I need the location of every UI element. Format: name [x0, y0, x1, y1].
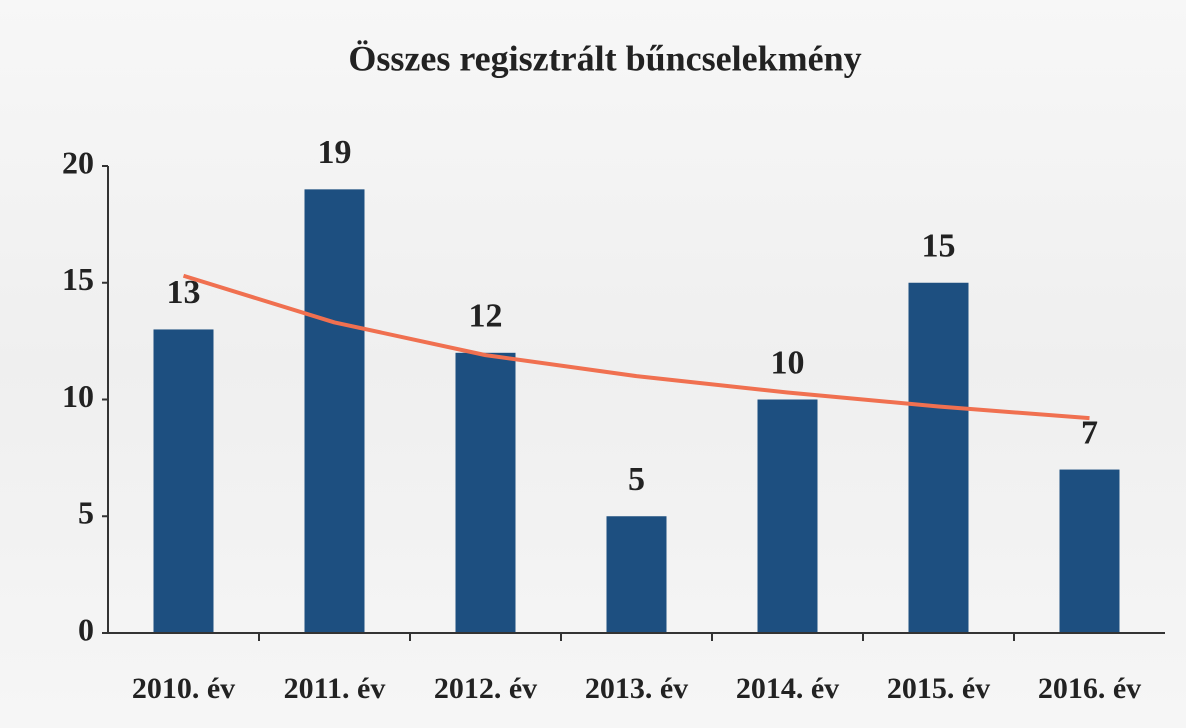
data-label: 15 [922, 228, 956, 265]
bar [908, 282, 969, 633]
x-tick-label: 2013. év [585, 672, 688, 705]
data-label: 5 [628, 461, 645, 498]
bar [153, 329, 214, 633]
x-tick-label: 2016. év [1038, 672, 1141, 705]
data-label: 12 [469, 298, 503, 335]
data-label: 19 [318, 134, 352, 171]
x-tick-label: 2010. év [132, 672, 235, 705]
bar [304, 189, 365, 633]
y-tick-label: 15 [62, 261, 94, 297]
chart-title: Összes regisztrált bűncselekmény [348, 38, 861, 78]
x-tick-label: 2014. év [736, 672, 839, 705]
bar [606, 516, 667, 633]
bar [757, 399, 818, 633]
data-label: 7 [1081, 414, 1098, 451]
x-tick-label: 2012. év [434, 672, 537, 705]
trend-line [182, 273, 1090, 421]
bar [1059, 469, 1120, 633]
y-tick-label: 5 [78, 495, 94, 531]
y-tick-label: 20 [62, 144, 94, 180]
x-tick-label: 2015. év [887, 672, 990, 705]
bar [455, 352, 516, 633]
x-tick-label: 2011. év [284, 672, 386, 705]
y-tick-label: 0 [78, 611, 94, 647]
data-label: 10 [771, 344, 805, 381]
y-tick-label: 10 [62, 378, 94, 414]
